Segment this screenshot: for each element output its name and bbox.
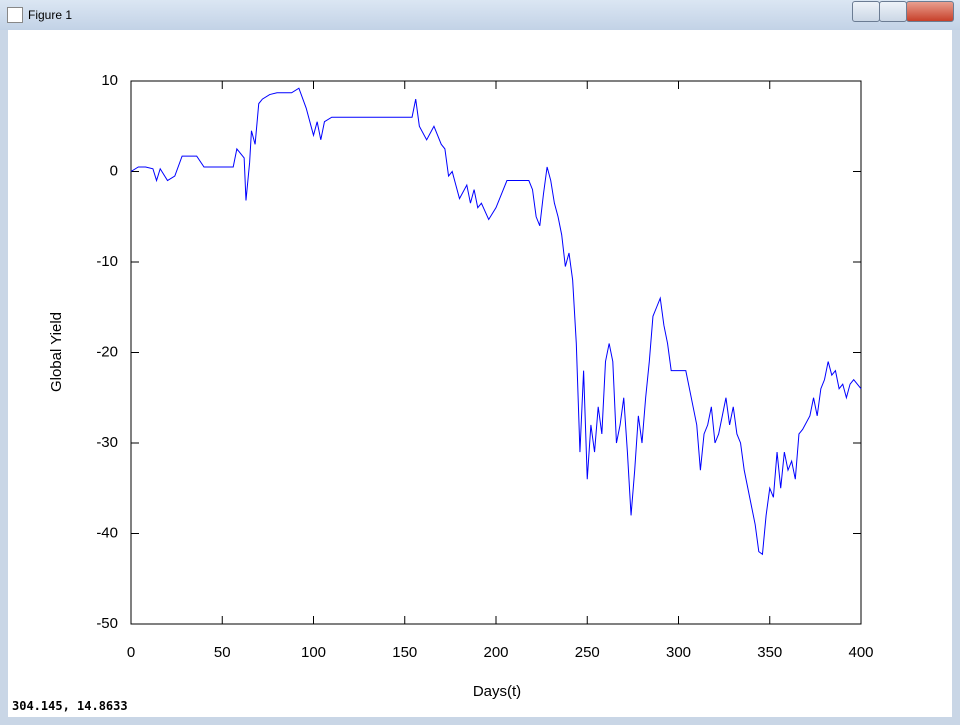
close-button[interactable] (906, 1, 954, 22)
plot-area (8, 30, 952, 717)
y-tick-label: -50 (96, 615, 118, 632)
plot-border (130, 80, 862, 625)
y-axis-label: Global Yield (48, 312, 65, 392)
y-tick-label: -40 (96, 524, 118, 541)
x-tick-label: 350 (757, 644, 782, 661)
y-tick-label: -10 (96, 253, 118, 270)
window-title: Figure 1 (28, 8, 73, 22)
x-tick-label: 250 (575, 644, 600, 661)
title-bar: Figure 1 (0, 0, 960, 30)
y-tick-label: 0 (110, 162, 118, 179)
x-axis-label: Days(t) (473, 683, 521, 700)
x-tick-label: 50 (214, 644, 231, 661)
x-tick-label: 150 (392, 644, 417, 661)
x-tick-label: 100 (301, 644, 326, 661)
x-tick-label: 200 (483, 644, 508, 661)
x-tick-label: 300 (666, 644, 691, 661)
y-tick-label: -20 (96, 343, 118, 360)
window-icon (7, 7, 23, 23)
data-line (130, 87, 862, 556)
y-tick-label: -30 (96, 434, 118, 451)
x-tick-label: 400 (848, 644, 873, 661)
y-tick-label: 10 (101, 72, 118, 89)
x-tick-label: 0 (127, 644, 135, 661)
status-coordinates: 304.145, 14.8633 (12, 699, 128, 713)
